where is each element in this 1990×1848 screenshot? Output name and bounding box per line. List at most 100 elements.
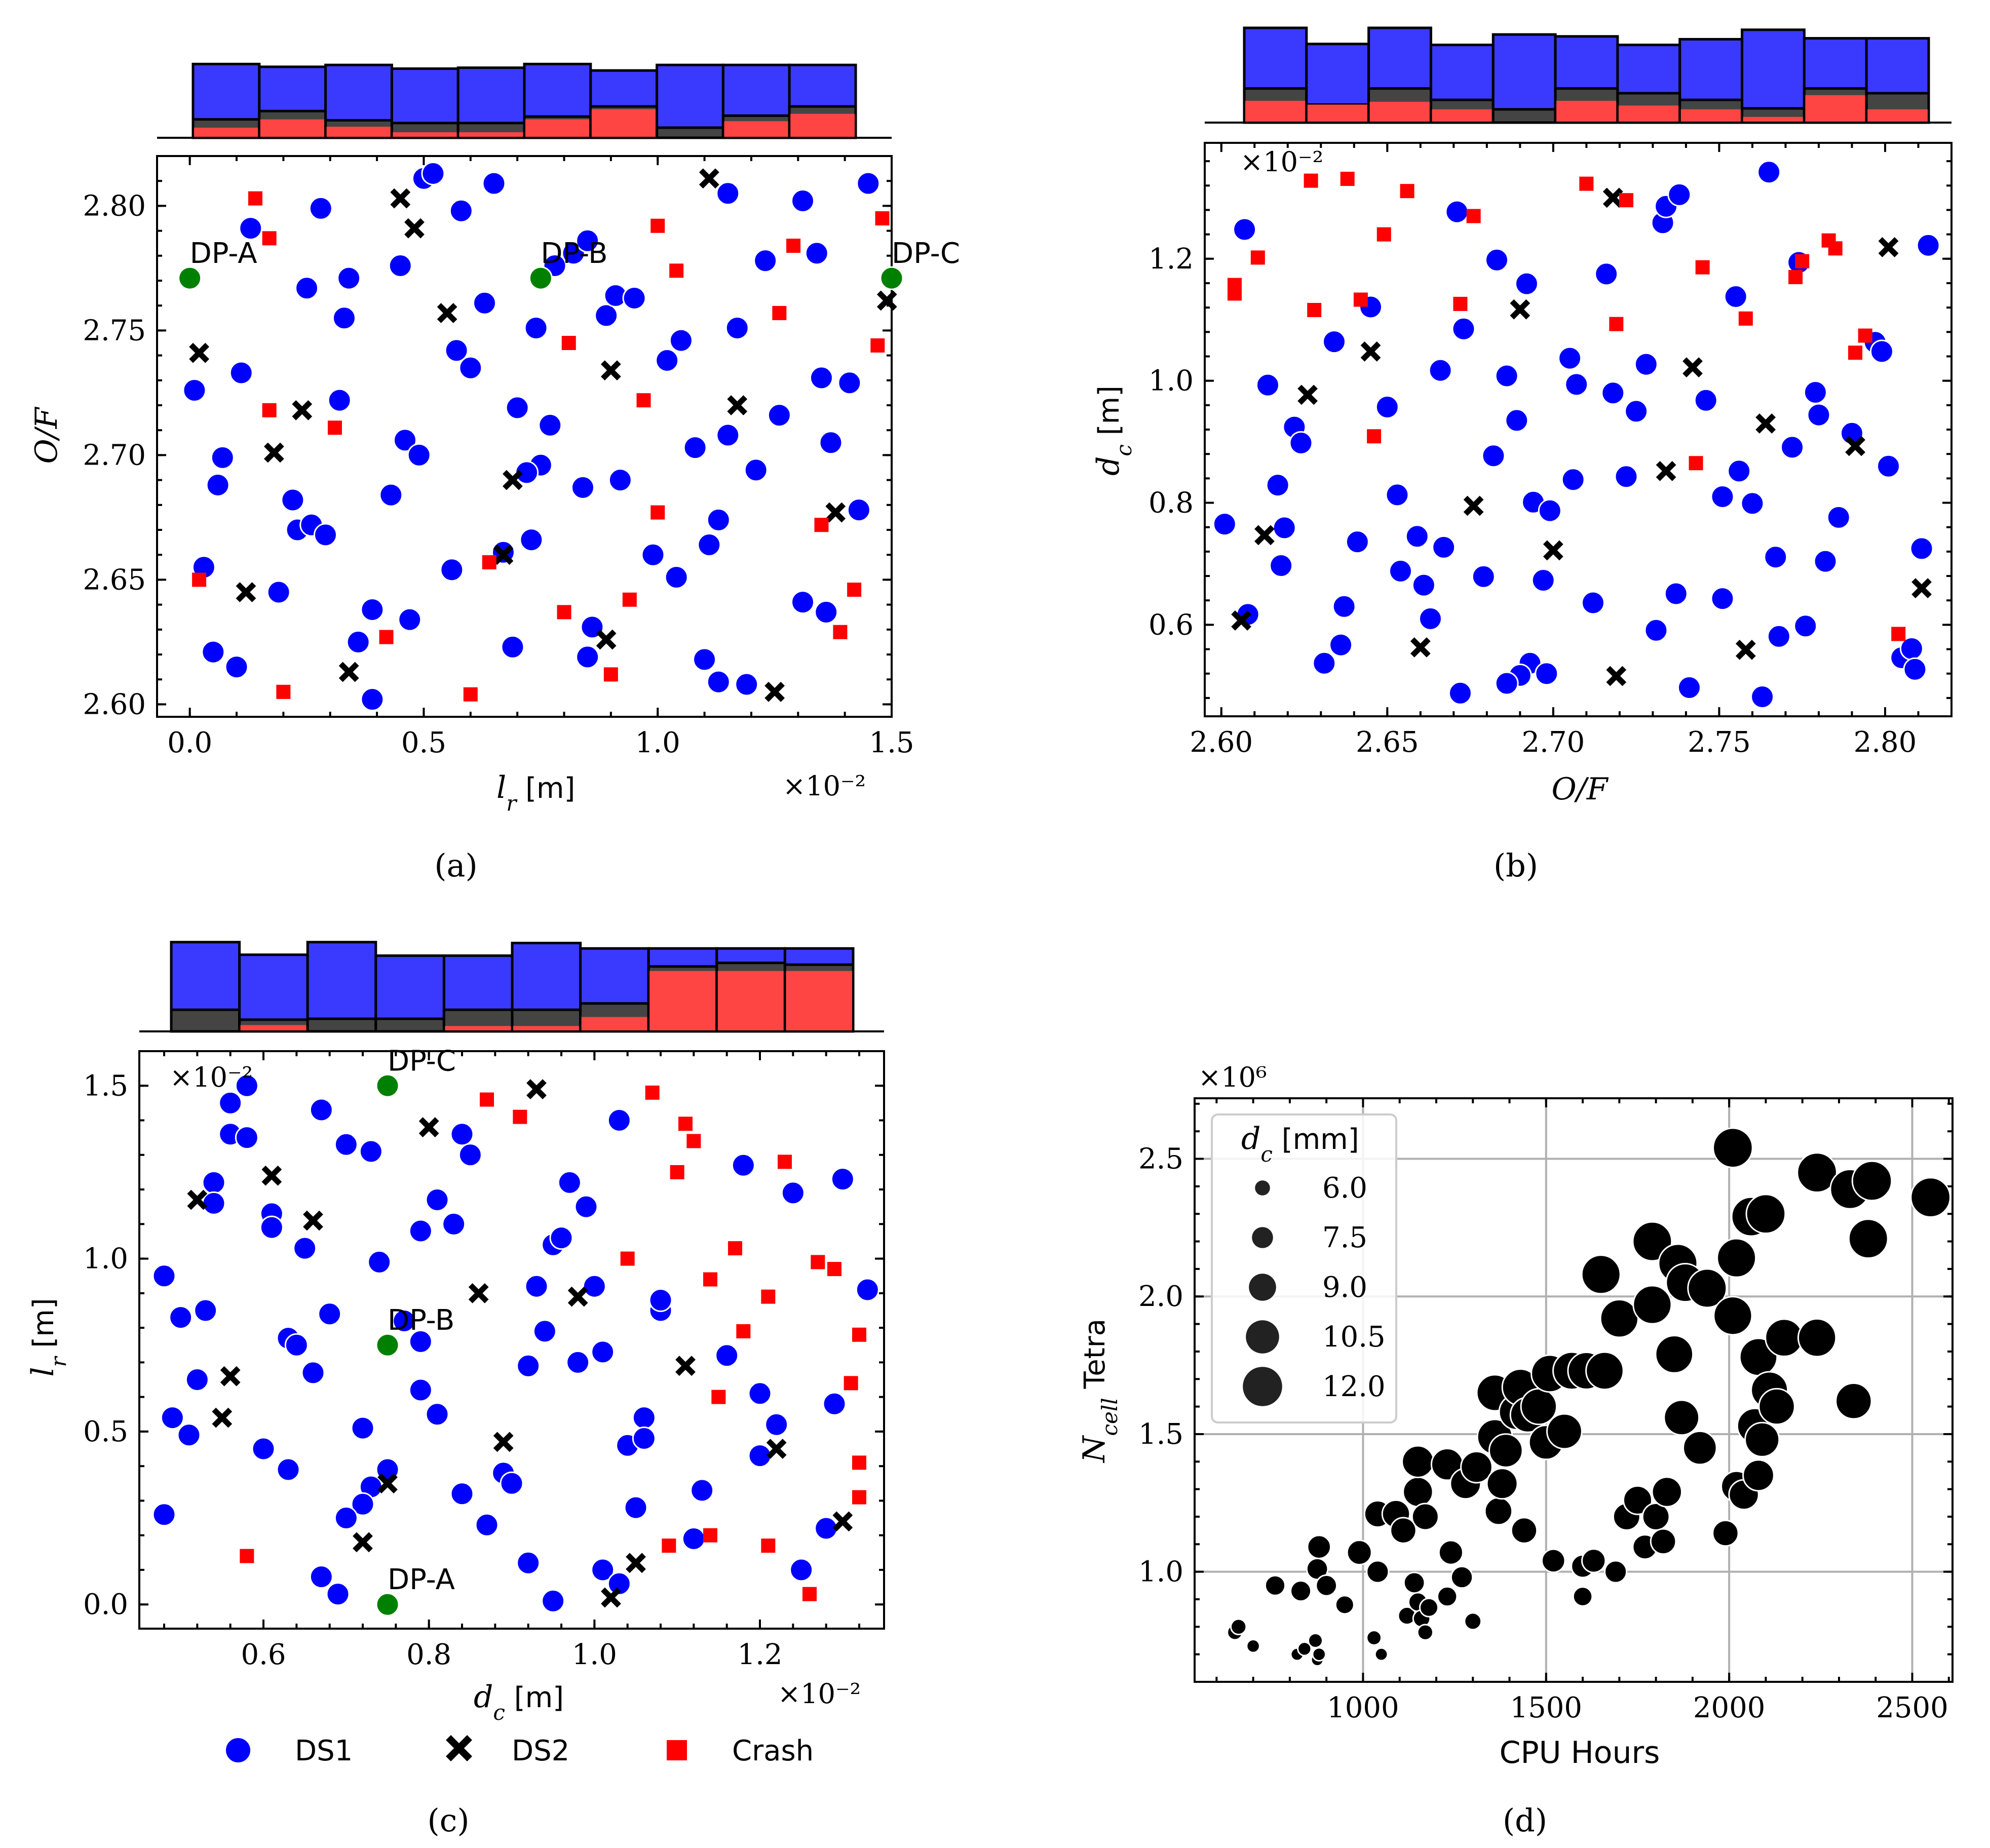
hist-bar-crash <box>581 1017 648 1031</box>
size-legend-label: 7.5 <box>1322 1221 1367 1254</box>
ds1-point <box>557 1170 582 1195</box>
cpu-point <box>1687 1268 1728 1308</box>
hist-bar-crash <box>1556 100 1617 123</box>
ds1-point <box>837 371 862 395</box>
ds1-point <box>1644 618 1668 642</box>
cpu-point <box>1297 1641 1312 1657</box>
ds1-point <box>648 1288 673 1312</box>
ds1-point <box>442 1212 466 1236</box>
ds1-point <box>295 276 319 300</box>
crash-point <box>678 1116 693 1131</box>
ds1-point <box>309 1565 333 1589</box>
x-scale-label-a: ×10⁻² <box>783 770 866 802</box>
size-legend-marker <box>1246 1320 1279 1354</box>
ds1-point <box>516 1551 541 1575</box>
cpu-point <box>1712 1127 1753 1169</box>
cpu-point <box>1312 1647 1327 1662</box>
ds1-point <box>847 498 871 522</box>
ds1-point <box>641 543 665 567</box>
ds1-point <box>1694 388 1718 412</box>
design-point-label: DP-A <box>190 237 257 270</box>
ds2-point <box>1463 495 1484 516</box>
y-tick-label-a: 2.70 <box>83 439 146 472</box>
ticks-d: 1000 1500 2000 2500 1.0 1.5 2.0 2.5 <box>1138 1098 1953 1724</box>
ds1-point <box>1212 512 1237 536</box>
ds2-point <box>303 1210 323 1231</box>
y-tick-label-c: 0.0 <box>83 1588 128 1621</box>
design-point-dp-a <box>178 266 202 290</box>
ds1-point <box>1411 573 1436 597</box>
ds1-point <box>266 580 291 604</box>
points-c: DP-A DP-B DP-C <box>152 1045 879 1616</box>
size-legend-label: 9.0 <box>1322 1271 1367 1304</box>
cpu-point <box>1411 1503 1439 1531</box>
ds1-point <box>1332 594 1356 619</box>
ds1-point <box>1345 530 1369 554</box>
crash-point <box>1828 241 1843 256</box>
ds2-point <box>832 1511 853 1532</box>
ds1-point <box>1481 444 1506 468</box>
crash-point <box>852 1455 866 1470</box>
hist-bar-crash <box>459 132 523 138</box>
ds1-point <box>408 1219 433 1243</box>
size-legend-marker <box>1243 1367 1282 1406</box>
ds2-point <box>825 502 846 523</box>
x-tick-label-b: 2.65 <box>1356 726 1419 759</box>
ds1-point <box>327 388 352 412</box>
histogram-b <box>1243 26 1930 124</box>
ds1-point <box>594 303 619 328</box>
cpu-point <box>1366 1560 1390 1584</box>
ds1-point <box>515 460 539 485</box>
y-axis-label-a: O/F <box>29 406 64 464</box>
crash-point <box>811 1255 825 1269</box>
x-tick-label-d: 1000 <box>1327 1691 1399 1724</box>
ds2-point <box>727 395 748 415</box>
ds1-point <box>259 1215 284 1240</box>
ds1-point <box>1764 545 1788 569</box>
ds2-point <box>404 218 425 239</box>
x-tick-label-a: 0.5 <box>401 726 446 759</box>
hist-bar-crash <box>790 113 855 138</box>
ds1-point <box>690 1478 714 1503</box>
design-point-label: DP-B <box>541 237 607 270</box>
ds2-point <box>567 1286 588 1307</box>
cpu-point <box>1604 1560 1628 1584</box>
ds1-point <box>1750 684 1775 709</box>
crash-point <box>814 518 829 532</box>
crash-point <box>1689 456 1703 471</box>
ds1-point <box>351 1416 375 1440</box>
crash-point <box>833 625 848 639</box>
x-tick-label-a: 1.0 <box>635 726 680 759</box>
ds1-point <box>393 428 417 452</box>
ds1-point <box>576 228 600 253</box>
y-tick-label-d: 1.5 <box>1138 1418 1183 1451</box>
y-tick-label-d: 2.0 <box>1138 1280 1183 1313</box>
cpu-point <box>1641 1503 1670 1531</box>
ds1-point <box>1432 535 1456 559</box>
ds1-point <box>1601 381 1625 405</box>
ds1-point <box>501 635 525 659</box>
size-legend-items: 6.0 7.5 9.0 10.5 12.0 <box>1243 1172 1386 1406</box>
cpu-point <box>1390 1517 1417 1544</box>
size-legend-title: dc [mm] <box>1241 1121 1359 1167</box>
ds1-point <box>313 523 337 547</box>
design-point-dp-c <box>375 1073 400 1098</box>
ds1-point <box>1558 346 1582 370</box>
ds1-point <box>693 647 717 672</box>
ds1-point <box>284 1333 309 1357</box>
cpu-point <box>1464 1612 1482 1631</box>
hist-bar-crash <box>724 121 789 138</box>
crash-point <box>1579 176 1594 191</box>
ds1-point <box>1710 587 1735 611</box>
hist-bar-ds2 <box>306 1017 377 1033</box>
ds1-point <box>392 1308 416 1333</box>
ds1-point <box>440 558 464 582</box>
ds1-point <box>309 1098 333 1122</box>
ds2-point <box>600 360 621 381</box>
ds2-point <box>699 168 719 189</box>
crash-point <box>786 239 801 253</box>
cpu-point <box>1632 1221 1673 1262</box>
cpu-point <box>1374 1647 1389 1662</box>
ds1-point <box>1448 681 1472 705</box>
cpu-point <box>1419 1597 1439 1618</box>
